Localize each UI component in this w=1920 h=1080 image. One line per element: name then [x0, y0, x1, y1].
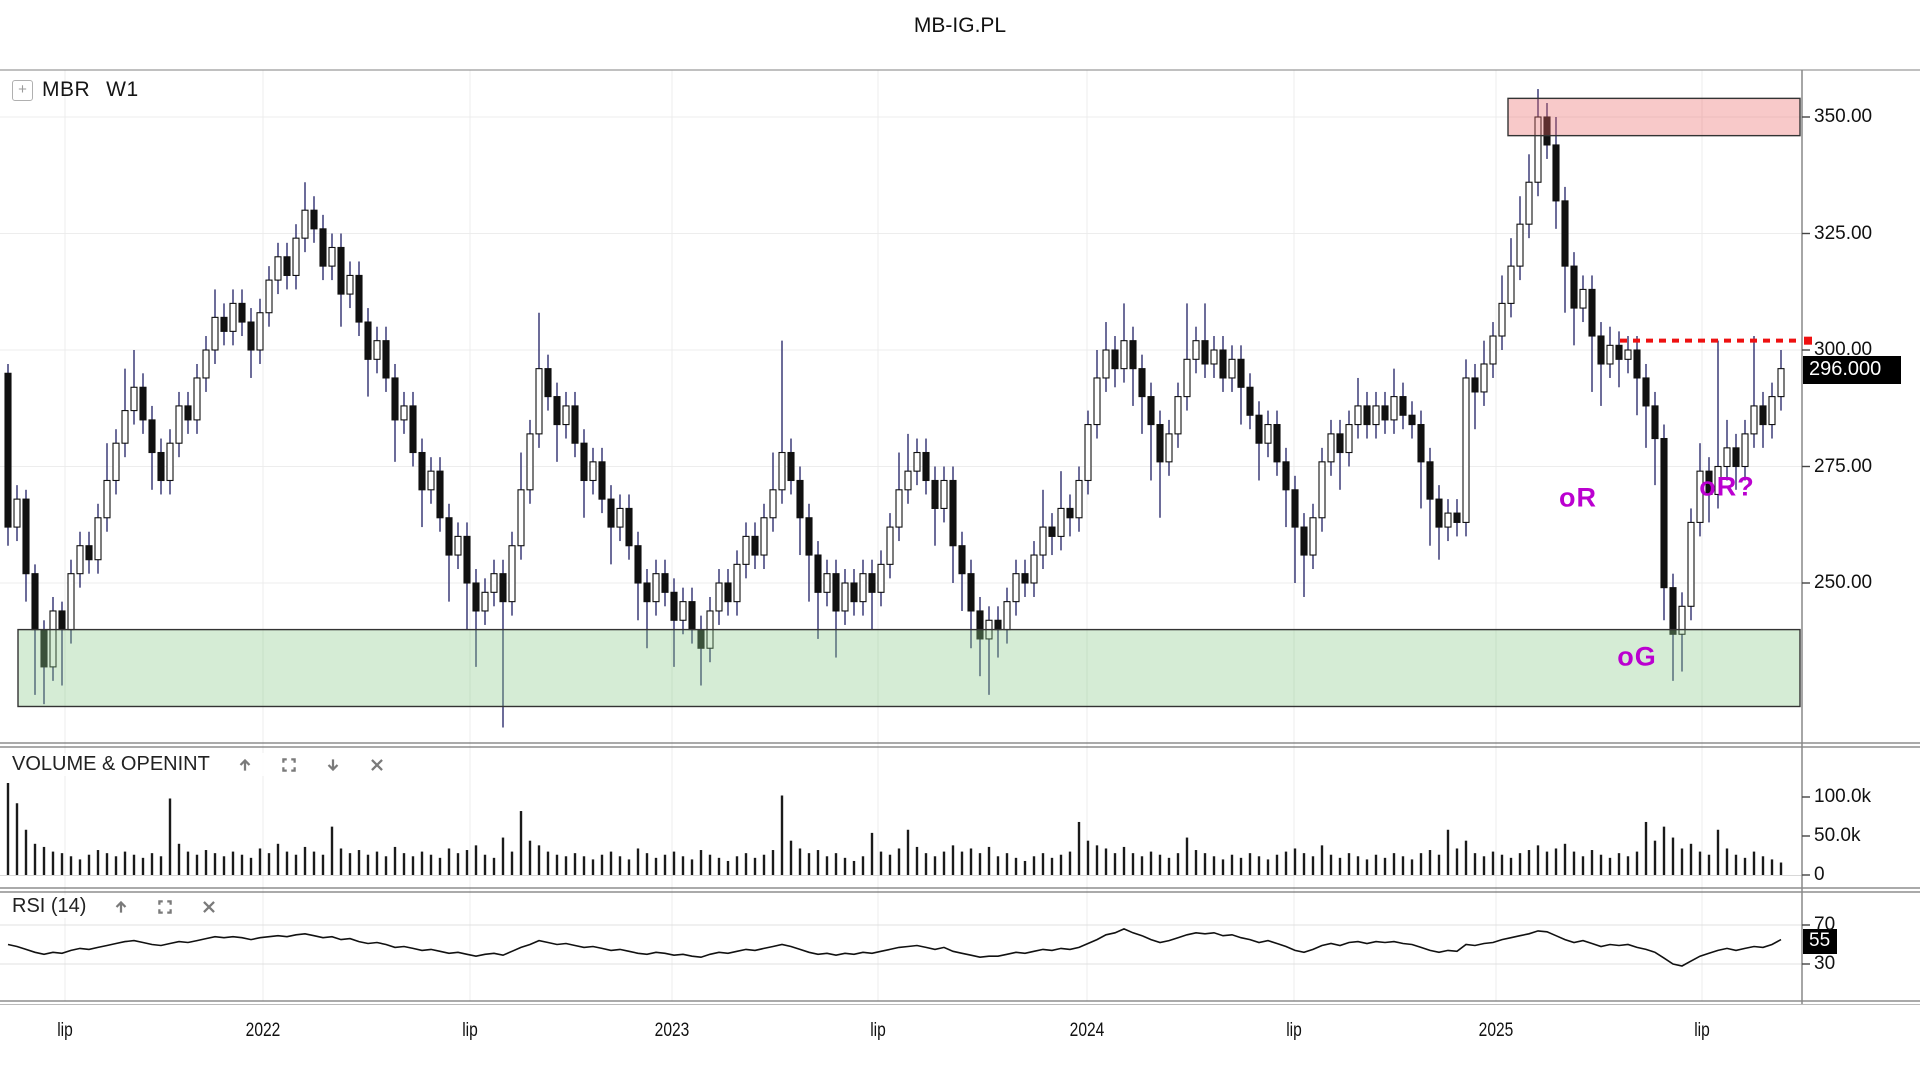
- time-axis-label: lip: [1286, 1020, 1302, 1041]
- time-axis-label: lip: [57, 1020, 73, 1041]
- price-axis-tick: 325.00: [1814, 222, 1873, 244]
- close-icon[interactable]: [200, 898, 218, 916]
- time-axis-label: 2022: [245, 1020, 281, 1041]
- zone-annotation: oG: [1617, 641, 1657, 672]
- close-icon[interactable]: [368, 756, 386, 774]
- zone-annotation: oR?: [1699, 471, 1755, 502]
- time-axis-label: lip: [462, 1020, 478, 1041]
- time-axis-label: lip: [870, 1020, 886, 1041]
- down-arrow-icon[interactable]: [324, 756, 342, 774]
- expand-symbol-button[interactable]: +: [12, 80, 33, 101]
- time-axis-label: 2025: [1478, 1020, 1514, 1041]
- up-arrow-icon[interactable]: [236, 756, 254, 774]
- rsi-panel-header: RSI (14): [8, 895, 223, 918]
- expand-icon[interactable]: [280, 756, 298, 774]
- time-axis-label: lip: [1694, 1020, 1710, 1041]
- symbol-timeframe-label: MBR W1: [42, 78, 139, 102]
- plus-icon: +: [18, 81, 27, 98]
- volume-axis-tick: 100.0k: [1814, 786, 1872, 807]
- volume-panel-header: VOLUME & OPENINT: [8, 753, 390, 776]
- time-axis-label: 2023: [654, 1020, 690, 1041]
- expand-icon[interactable]: [156, 898, 174, 916]
- timeframe-label: W1: [106, 78, 139, 101]
- volume-axis-tick: 0: [1814, 864, 1825, 885]
- price-axis-tick: 300.00: [1814, 339, 1873, 360]
- price-axis-tick: 350.00: [1814, 106, 1873, 127]
- price-axis-tick: 275.00: [1814, 455, 1873, 477]
- last-price-tag: 296.000: [1803, 356, 1901, 384]
- rsi-axis-tick: 70: [1814, 914, 1836, 935]
- volume-panel-title: VOLUME & OPENINT: [12, 753, 210, 775]
- zone-annotation: oR: [1559, 482, 1597, 513]
- window-title: MB-IG.PL: [913, 14, 1007, 37]
- volume-axis-tick: 50.0k: [1814, 825, 1861, 846]
- time-axis-label: 2024: [1069, 1020, 1105, 1041]
- up-arrow-icon[interactable]: [112, 898, 130, 916]
- symbol-label: MBR: [42, 78, 91, 101]
- price-axis-tick: 250.00: [1814, 572, 1873, 593]
- rsi-value-tag: 55: [1803, 929, 1838, 954]
- rsi-axis-tick: 30: [1814, 953, 1836, 974]
- rsi-panel-title: RSI (14): [12, 895, 87, 917]
